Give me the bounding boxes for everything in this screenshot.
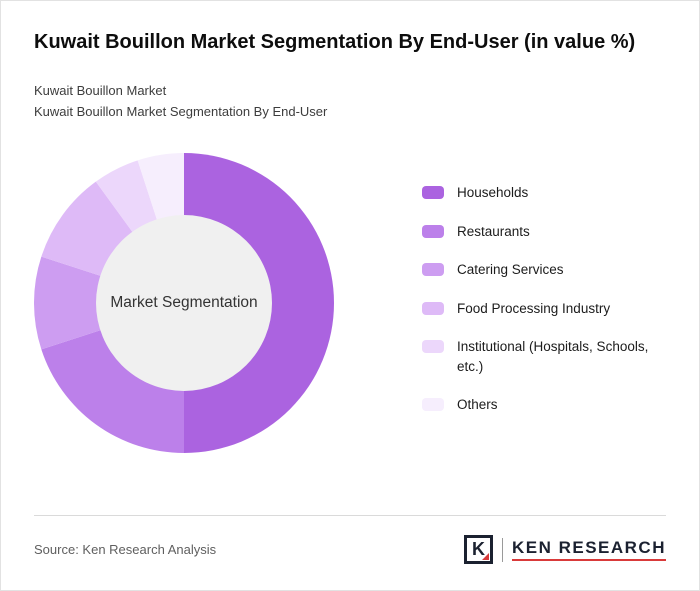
page-title: Kuwait Bouillon Market Segmentation By E… [34,31,636,53]
source-text: Source: Ken Research Analysis [34,542,217,557]
footer: Source: Ken Research Analysis K KEN RESE… [34,535,666,564]
donut-svg [34,153,334,454]
legend-item: Food Processing Industry [422,299,666,319]
footer-divider [34,515,666,516]
donut-chart: Market Segmentation [34,153,334,454]
logo-divider [501,537,503,562]
legend-item: Catering Services [422,260,666,280]
legend-item: Others [422,395,666,415]
legend-swatch [422,186,444,200]
legend-label: Institutional (Hospitals, Schools, etc.) [457,339,649,374]
legend-label: Others [457,397,498,413]
chart-legend: Households Restaurants Catering Services Fo… [422,153,666,453]
ken-research-k-icon: K [463,535,493,564]
legend-swatch [422,301,444,315]
legend-swatch [422,340,444,354]
chart-area: Market Segmentation Households Restaurant… [34,153,666,454]
ken-research-logo: K KEN RESEARCH [463,535,666,564]
chart-subtitles: Kuwait Bouillon Market Kuwait Bouillon M… [34,80,666,122]
legend-swatch [422,398,444,412]
legend-swatch [422,263,444,277]
legend-label: Catering Services [457,262,564,278]
legend-label: Food Processing Industry [457,300,611,316]
logo-text: KEN RESEARCH [511,538,666,561]
legend-item: Restaurants [422,222,666,242]
chart-subtitle-segmentation: Kuwait Bouillon Market Segmentation By E… [34,104,328,120]
legend-item: Households [422,183,666,203]
legend-swatch [422,224,444,238]
legend-item: Institutional (Hospitals, Schools, etc.) [422,337,666,376]
legend-label: Households [457,185,529,201]
legend-label: Restaurants [457,223,530,239]
chart-subtitle-market: Kuwait Bouillon Market [34,83,167,98]
donut-hole [96,215,272,392]
